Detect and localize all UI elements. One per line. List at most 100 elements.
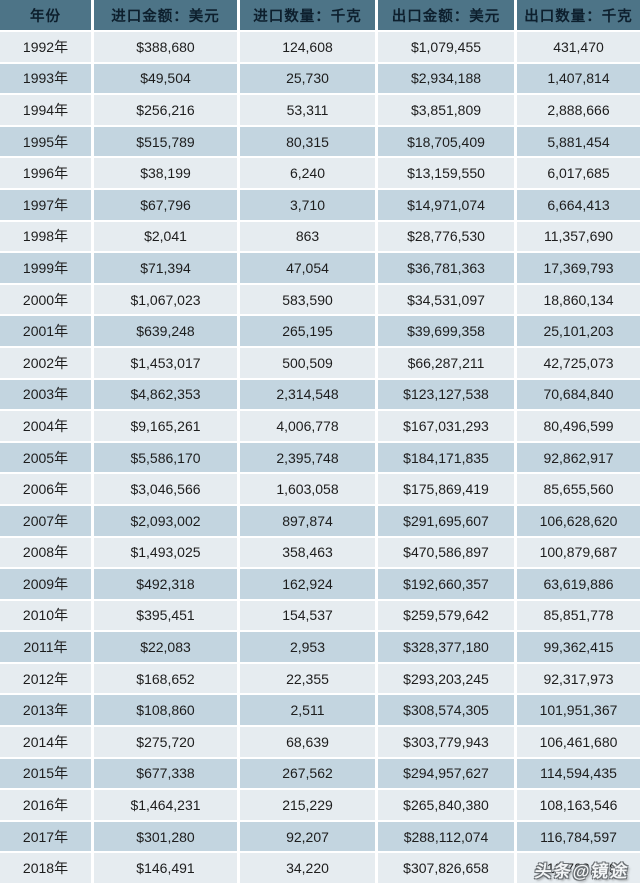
table-row: 2016年 $1,464,231 215,229 $265,840,380 108,16… [0,790,640,822]
cell-year: 2003年 [0,379,94,412]
cell-year: 2001年 [0,316,94,348]
cell-year: 1997年 [0,189,94,222]
cell-import-amount: $1,067,023 [94,284,240,317]
cell-year: 2004年 [0,411,94,443]
cell-year: 2018年 [0,853,94,886]
table-body: 1992年 $388,680 124,608 $1,079,455 431,470 199… [0,32,640,886]
cell-import-quantity: 2,953 [240,632,378,664]
table-row: 1996年 $38,199 6,240 $13,159,550 6,017,685 [0,158,640,190]
cell-export-quantity: 116,784,597 [517,821,640,854]
col-header-year: 年份 [0,0,94,32]
col-header-export-amount: 出口金额：美元 [378,0,517,32]
cell-import-amount: $2,093,002 [94,505,240,538]
table-row: 1993年 $49,504 25,730 $2,934,188 1,407,814 [0,63,640,96]
cell-import-amount: $9,165,261 [94,411,240,443]
cell-import-quantity: 267,562 [240,758,378,791]
cell-year: 2000年 [0,284,94,317]
cell-import-quantity: 583,590 [240,284,378,317]
cell-export-quantity: 106,628,620 [517,505,640,538]
cell-export-amount: $265,840,380 [378,790,517,822]
cell-year: 1992年 [0,32,94,64]
cell-import-quantity: 863 [240,221,378,254]
cell-export-amount: $123,127,538 [378,379,517,412]
cell-year: 2013年 [0,695,94,728]
cell-export-amount: $184,171,835 [378,442,517,475]
cell-import-amount: $492,318 [94,569,240,601]
cell-export-amount: $328,377,180 [378,632,517,664]
table-row: 2005年 $5,586,170 2,395,748 $184,171,835 92,8… [0,442,640,475]
cell-year: 2016年 [0,790,94,822]
col-header-import-amount: 进口金额：美元 [94,0,240,32]
table-row: 2001年 $639,248 265,195 $39,699,358 25,101,20… [0,316,640,348]
table-row: 2010年 $395,451 154,537 $259,579,642 85,851,7… [0,600,640,633]
cell-import-amount: $49,504 [94,63,240,96]
col-header-import-quantity: 进口数量：千克 [240,0,378,32]
cell-year: 1994年 [0,95,94,127]
cell-year: 2012年 [0,663,94,696]
cell-import-amount: $3,046,566 [94,474,240,506]
cell-export-amount: $259,579,642 [378,600,517,633]
cell-import-quantity: 162,924 [240,569,378,601]
cell-export-amount: $303,779,943 [378,727,517,759]
cell-import-amount: $639,248 [94,316,240,348]
cell-import-quantity: 68,639 [240,727,378,759]
cell-export-amount: $293,203,245 [378,663,517,696]
cell-import-quantity: 53,311 [240,95,378,127]
cell-export-amount: $307,826,658 [378,853,517,886]
cell-import-quantity: 358,463 [240,537,378,570]
cell-import-quantity: 47,054 [240,253,378,285]
cell-year: 1996年 [0,158,94,190]
cell-import-quantity: 2,314,548 [240,379,378,412]
cell-export-quantity: 106,461,680 [517,727,640,759]
cell-export-amount: $14,971,074 [378,189,517,222]
col-header-export-quantity: 出口数量：千克 [517,0,640,32]
cell-import-amount: $71,394 [94,253,240,285]
cell-export-quantity: 11,357,690 [517,221,640,254]
table-row: 2007年 $2,093,002 897,874 $291,695,607 106,62… [0,505,640,538]
cell-import-amount: $2,041 [94,221,240,254]
cell-import-quantity: 500,509 [240,347,378,380]
cell-year: 2010年 [0,600,94,633]
cell-export-quantity: 80,496,599 [517,411,640,443]
cell-year: 2017年 [0,821,94,854]
cell-import-amount: $256,216 [94,95,240,127]
cell-export-quantity: 112,703,638 [517,853,640,886]
cell-export-quantity: 1,407,814 [517,63,640,96]
cell-import-quantity: 897,874 [240,505,378,538]
cell-import-quantity: 25,730 [240,63,378,96]
cell-export-quantity: 108,163,546 [517,790,640,822]
cell-year: 1993年 [0,63,94,96]
cell-import-amount: $301,280 [94,821,240,854]
table-row: 2018年 $146,491 34,220 $307,826,658 112,703,6… [0,853,640,886]
cell-export-amount: $308,574,305 [378,695,517,728]
cell-year: 2008年 [0,537,94,570]
cell-export-amount: $1,079,455 [378,32,517,64]
cell-export-quantity: 25,101,203 [517,316,640,348]
table-row: 2002年 $1,453,017 500,509 $66,287,211 42,725,… [0,347,640,380]
cell-import-quantity: 92,207 [240,821,378,854]
cell-export-amount: $175,869,419 [378,474,517,506]
cell-export-amount: $167,031,293 [378,411,517,443]
table-row: 2000年 $1,067,023 583,590 $34,531,097 18,860,… [0,284,640,317]
cell-year: 2002年 [0,347,94,380]
cell-import-quantity: 22,355 [240,663,378,696]
cell-import-amount: $515,789 [94,126,240,159]
cell-year: 1998年 [0,221,94,254]
cell-year: 2009年 [0,569,94,601]
cell-import-amount: $22,083 [94,632,240,664]
cell-export-quantity: 5,881,454 [517,126,640,159]
cell-import-amount: $168,652 [94,663,240,696]
table-row: 2011年 $22,083 2,953 $328,377,180 99,362,415 [0,632,640,664]
cell-export-quantity: 70,684,840 [517,379,640,412]
table-row: 1999年 $71,394 47,054 $36,781,363 17,369,793 [0,253,640,285]
cell-export-quantity: 2,888,666 [517,95,640,127]
cell-export-amount: $192,660,357 [378,569,517,601]
table-header-row: 年份 进口金额：美元 进口数量：千克 出口金额：美元 出口数量：千克 [0,0,640,32]
cell-import-quantity: 2,395,748 [240,442,378,475]
cell-import-quantity: 265,195 [240,316,378,348]
cell-year: 1995年 [0,126,94,159]
cell-export-amount: $18,705,409 [378,126,517,159]
cell-year: 2006年 [0,474,94,506]
cell-year: 2005年 [0,442,94,475]
